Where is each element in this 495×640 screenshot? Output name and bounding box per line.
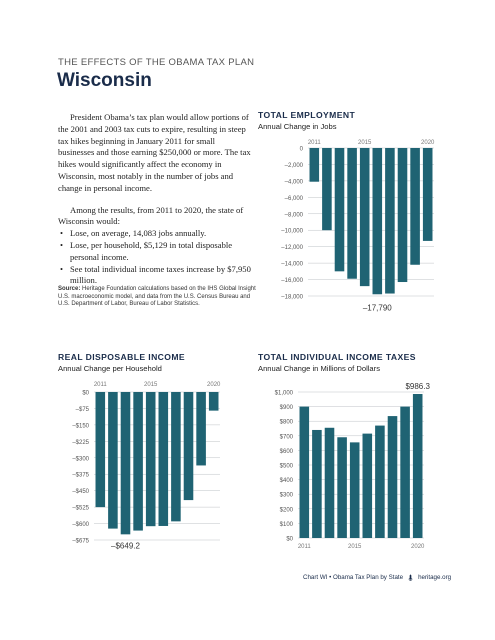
x-tick-label: 2015 (144, 382, 158, 388)
y-tick-label: –4,000 (285, 179, 304, 185)
bar (410, 148, 420, 265)
intro-bullet: See total individual income taxes increa… (60, 264, 253, 288)
bar (362, 433, 373, 538)
chart-title-disposable-income: REAL DISPOSABLE INCOME (58, 352, 186, 362)
intro-paragraph-1: President Obama’s tax plan would allow p… (58, 112, 251, 193)
source-label: Source: (58, 286, 81, 292)
bar (412, 394, 423, 538)
bar (208, 392, 219, 411)
y-tick-label: –6,000 (285, 196, 304, 202)
heritage-bell-icon (408, 574, 414, 581)
y-tick-label: $0 (286, 537, 293, 543)
chart-subtitle-employment: Annual Change in Jobs (258, 122, 337, 131)
x-tick-label: 2011 (308, 140, 322, 146)
intro-bullet: Lose, on average, 14,083 jobs annually. (60, 228, 253, 240)
intro-paragraph-2: Among the results, from 2011 to 2020, th… (58, 204, 244, 227)
bar (95, 392, 106, 508)
y-tick-label: $100 (280, 522, 294, 528)
y-tick-label: –$150 (72, 423, 89, 429)
income-taxes-chart: $0 $100 $200 $300 $400 $500 $600 $700 $800 $900 $1… (275, 382, 431, 550)
bar (385, 148, 395, 294)
data-label: $986.3 (405, 382, 430, 391)
footer-site-link[interactable]: heritage.org (418, 574, 452, 581)
y-tick-label: –8,000 (285, 212, 304, 218)
intro-bullet: Lose, per household, $5,129 in total dis… (60, 240, 253, 264)
bar (375, 425, 385, 538)
bar (349, 442, 360, 538)
y-tick-label: –$450 (72, 489, 89, 495)
page-kicker: THE EFFECTS OF THE OBAMA TAX PLAN (58, 57, 255, 68)
x-tick-label: 2020 (411, 544, 425, 550)
y-tick-label: $300 (280, 493, 294, 499)
bar (397, 148, 408, 283)
bar (422, 148, 433, 241)
y-tick-label: –$375 (72, 473, 89, 479)
source-text: Heritage Foundation calculations based o… (58, 286, 256, 308)
y-tick-label: $0 (82, 391, 89, 397)
intro-bullet-list: Lose, on average, 14,083 jobs annually. … (58, 228, 253, 287)
bar (324, 427, 335, 538)
y-tick-label: $900 (280, 405, 294, 411)
x-tick-label: 2015 (348, 544, 362, 550)
footer-chart-ref: Chart WI • Obama Tax Plan by State (303, 574, 404, 581)
page-footer: Chart WI • Obama Tax Plan by State herit… (303, 574, 451, 581)
x-tick-label: 2020 (421, 140, 435, 146)
y-tick-label: –$675 (72, 539, 89, 545)
y-tick-label: –$75 (76, 407, 90, 413)
bar (322, 148, 332, 231)
page-title: Wisconsin (57, 70, 152, 91)
bar (309, 148, 320, 182)
data-label: –$649.2 (111, 541, 140, 550)
employment-chart: 0 –2,000 –4,000 –6,000 –8,000 –10,000 –12,000 –… (281, 140, 435, 312)
bar (359, 148, 370, 287)
bar (312, 429, 322, 538)
x-tick-label: 2011 (298, 544, 312, 550)
bar (334, 148, 345, 272)
bar (183, 392, 194, 501)
y-tick-label: –18,000 (281, 295, 303, 301)
bar (196, 392, 206, 466)
bar (387, 416, 398, 538)
y-tick-label: $1,000 (275, 391, 294, 397)
bar (158, 392, 169, 526)
bar (400, 406, 410, 538)
source-note: Source: Heritage Foundation calculations… (58, 286, 258, 309)
bar (299, 406, 310, 538)
y-tick-label: –12,000 (281, 245, 303, 251)
y-tick-label: –10,000 (281, 229, 303, 235)
y-tick-label: $700 (280, 434, 294, 440)
y-tick-label: –$525 (72, 506, 89, 512)
chart-title-income-taxes: TOTAL INDIVIDUAL INCOME TAXES (258, 352, 416, 362)
y-tick-label: –14,000 (281, 262, 303, 268)
x-tick-label: 2015 (358, 140, 372, 146)
y-tick-label: 0 (300, 147, 304, 153)
y-tick-label: $800 (280, 420, 294, 426)
data-label: –17,790 (363, 303, 392, 312)
x-tick-label: 2011 (94, 382, 108, 388)
bar (337, 437, 347, 538)
bar (145, 392, 156, 527)
y-tick-label: –$300 (72, 456, 89, 462)
bar (120, 392, 131, 535)
y-tick-label: $500 (280, 464, 294, 470)
chart-subtitle-disposable-income: Annual Change per Household (58, 364, 162, 373)
bar (133, 392, 143, 531)
y-tick-label: $400 (280, 478, 294, 484)
bar (108, 392, 118, 529)
y-tick-label: $200 (280, 507, 294, 513)
chart-subtitle-income-taxes: Annual Change in Millions of Dollars (258, 364, 380, 373)
y-tick-label: $600 (280, 449, 294, 455)
bar (171, 392, 181, 522)
y-tick-label: –$225 (72, 440, 89, 446)
bar (372, 148, 383, 295)
y-tick-label: –16,000 (281, 278, 303, 284)
y-tick-label: –$600 (72, 522, 89, 528)
disposable-income-chart: $0 –$75 –$150 –$225 –$300 –$375 –$450 –$525 –$60… (72, 382, 221, 550)
bar (347, 148, 357, 279)
intro-text: President Obama’s tax plan would allow p… (58, 112, 253, 287)
chart-title-employment: TOTAL EMPLOYMENT (258, 110, 356, 120)
x-tick-label: 2020 (207, 382, 221, 388)
y-tick-label: –2,000 (285, 163, 304, 169)
